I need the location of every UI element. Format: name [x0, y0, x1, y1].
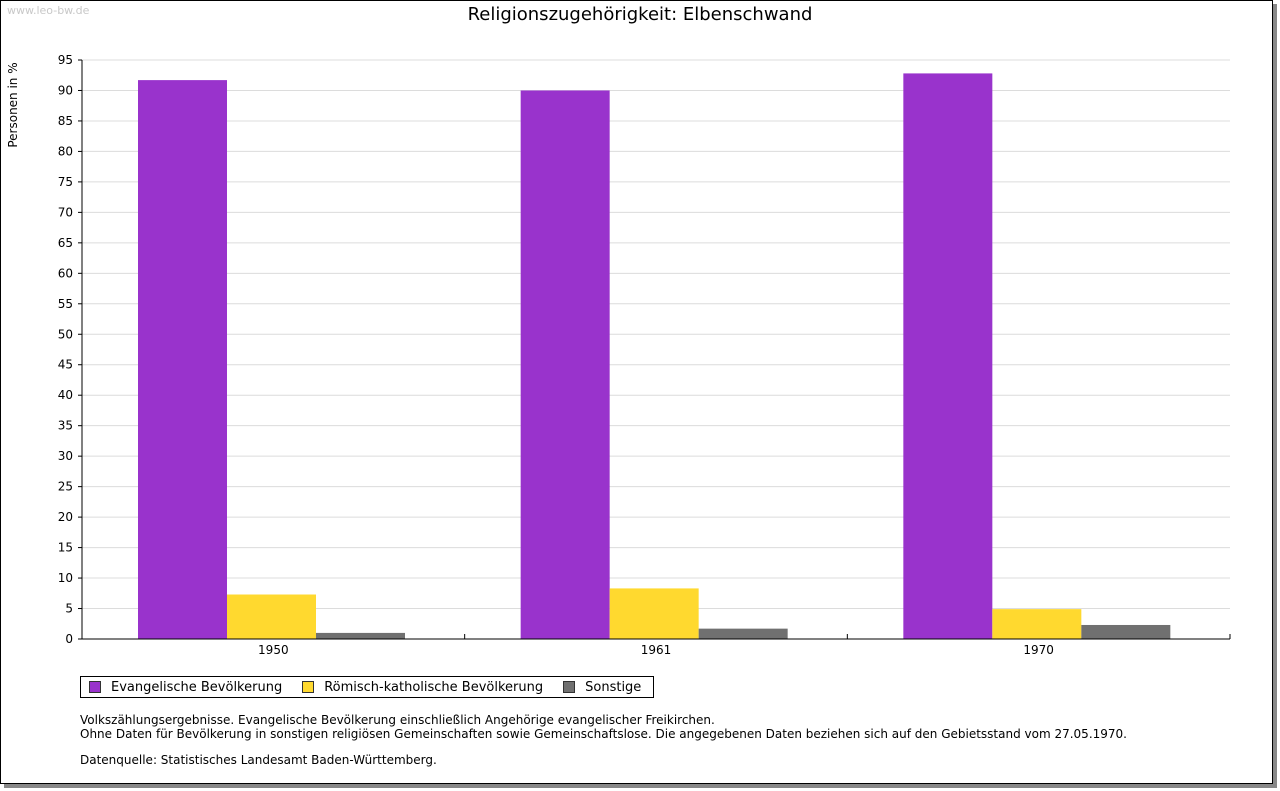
legend-swatch	[302, 681, 315, 693]
y-tick-label: 65	[58, 236, 73, 250]
y-tick-label: 70	[58, 205, 73, 219]
legend-label: Sonstige	[585, 679, 642, 695]
grid-lines	[82, 59, 1230, 610]
bar-1970-1	[903, 73, 993, 639]
y-tick-label: 10	[58, 571, 73, 585]
bar-1961-1	[520, 90, 610, 639]
bars	[138, 73, 1171, 640]
footnote-line-1: Volkszählungsergebnisse. Evangelische Be…	[80, 713, 715, 727]
legend-swatch	[563, 681, 576, 693]
bar-1961-3	[698, 628, 788, 639]
data-source: Datenquelle: Statistisches Landesamt Bad…	[80, 753, 437, 767]
y-tick-label: 80	[58, 144, 73, 158]
bar-1970-3	[1081, 624, 1171, 639]
legend-label: Römisch-katholische Bevölkerung	[324, 679, 544, 695]
y-tick-label: 90	[58, 83, 73, 97]
legend-item: Evangelische Bevölkerung	[89, 680, 282, 695]
y-tick-label: 35	[58, 419, 73, 433]
legend-swatch	[89, 681, 101, 693]
bar-1950-1	[138, 80, 227, 640]
y-tick-label: 20	[58, 510, 73, 524]
legend-item: Sonstige	[563, 680, 641, 695]
bar-1961-2	[609, 588, 699, 639]
bar-chart: 0 5 10 15 20 25 30 35 40 45 50 55 60 65 70 75 80 85 90 95 1…	[58, 53, 1231, 657]
y-tick-label: 0	[65, 632, 73, 646]
y-tick-label: 40	[58, 388, 73, 402]
x-tick-label: 1970	[1023, 643, 1054, 657]
y-tick-label: 60	[58, 266, 73, 280]
footnote-line-2: Ohne Daten für Bevölkerung in sonstigen …	[80, 727, 1127, 741]
watermark: www.leo-bw.de	[7, 4, 90, 17]
x-tick-label: 1950	[258, 643, 289, 657]
bar-1970-2	[992, 609, 1082, 639]
bar-1950-2	[227, 594, 316, 639]
y-tick-label: 85	[58, 114, 73, 128]
chart-title: Religionszugehörigkeit: Elbenschwand	[467, 4, 813, 25]
y-tick-label: 30	[58, 449, 73, 463]
bar-1950-3	[316, 632, 405, 639]
y-tick-label: 5	[65, 602, 73, 616]
y-tick-label: 15	[58, 541, 73, 555]
y-tick-label: 75	[58, 175, 73, 189]
y-tick-label: 50	[58, 327, 73, 341]
y-tick-label: 55	[58, 297, 73, 311]
x-tick-label: 1961	[641, 643, 672, 657]
y-tick-label: 45	[58, 358, 73, 372]
y-tick-labels: 0 5 10 15 20 25 30 35 40 45 50 55 60 65 70 75 80 85 90 95	[58, 53, 73, 646]
y-tick-label: 25	[58, 480, 73, 494]
legend-item: Römisch-katholische Bevölkerung	[302, 680, 543, 695]
legend: Evangelische Bevölkerung Römisch-katholis…	[80, 676, 655, 698]
legend-label: Evangelische Bevölkerung	[111, 679, 283, 695]
footnotes: Volkszählungsergebnisse. Evangelische Be…	[80, 713, 1127, 767]
x-tick-labels: 1950 1961 1970	[258, 643, 1054, 657]
y-tick-label: 95	[58, 53, 73, 67]
axes	[78, 59, 1231, 640]
